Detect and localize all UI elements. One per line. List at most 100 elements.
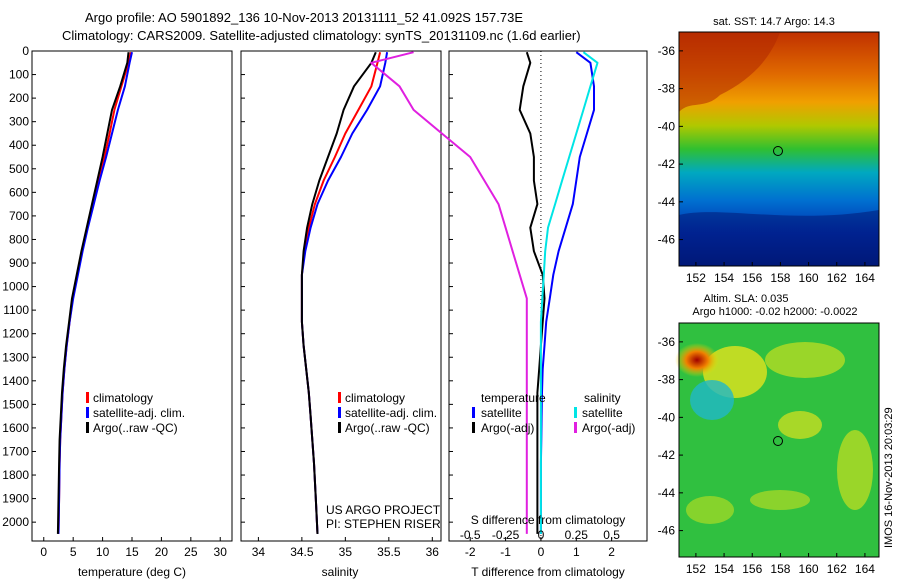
map-x-tick-label: 164 xyxy=(855,271,875,285)
legend-swatch-t-satellite xyxy=(472,407,475,418)
credit-pi: PI: STEPHEN RISER xyxy=(326,517,441,531)
salinity-legend: climatology satellite-adj. clim. Argo(..… xyxy=(338,391,437,435)
figure-title-line1: Argo profile: AO 5901892_136 10-Nov-2013… xyxy=(85,10,523,25)
depth-tick-label: 1400 xyxy=(2,374,29,388)
map-y-tick-label: -38 xyxy=(658,82,676,96)
difference-plot: -2 -1 0 1 2 -0.5 -0.25 0 0.25 0.5 xyxy=(370,51,620,559)
x-tick-label: 34 xyxy=(252,545,266,559)
salinity-panel-frame xyxy=(240,50,442,542)
depth-tick-label: 300 xyxy=(9,115,29,129)
map-x-tick-label: 152 xyxy=(686,562,706,576)
x-tick-label: 20 xyxy=(155,545,169,559)
map-x-tick-label: 152 xyxy=(686,271,706,285)
x-tick-label: 5 xyxy=(70,545,77,559)
legend-label-s-argo: Argo(-adj) xyxy=(582,421,635,435)
legend-header-temperature: temperature xyxy=(481,391,546,405)
map-y-tick-label: -46 xyxy=(658,524,676,538)
sla-map-title-line1: Altim. SLA: 0.035 xyxy=(704,293,789,305)
legend-label-satellite: satellite-adj. clim. xyxy=(93,406,185,420)
series-line-1 xyxy=(539,51,595,534)
legend-swatch-s-argo xyxy=(574,422,577,433)
credit-project: US ARGO PROJECT xyxy=(326,503,441,517)
s-diff-tick-label: 0.25 xyxy=(565,528,589,542)
temperature-plot: 0 5 10 15 20 25 30 xyxy=(40,51,228,559)
legend-swatch-t-argo xyxy=(472,422,475,433)
difference-panel-frame xyxy=(448,50,648,542)
map-y-tick-label: -44 xyxy=(658,195,676,209)
x-tick-label: 1 xyxy=(573,545,580,559)
map-x-tick-label: 162 xyxy=(827,271,847,285)
sla-map-frame xyxy=(678,322,880,558)
difference-legend: temperature salinity satellite Argo(-adj… xyxy=(472,391,635,435)
sst-map-title: sat. SST: 14.7 Argo: 14.3 xyxy=(713,16,835,28)
x-tick-label: 25 xyxy=(184,545,198,559)
x-tick-label: -2 xyxy=(465,545,476,559)
map-y-tick-label: -40 xyxy=(658,410,676,424)
legend-swatch-satellite xyxy=(86,407,89,418)
x-tick-label: -1 xyxy=(500,545,511,559)
map-x-tick-label: 158 xyxy=(770,271,790,285)
imos-credit: IMOS 16-Nov-2013 20:03:29 xyxy=(883,407,895,548)
series-line-1 xyxy=(57,51,132,534)
x-tick-label: 30 xyxy=(214,545,228,559)
x-tick-label: 36 xyxy=(426,545,440,559)
legend-swatch-satellite xyxy=(338,407,341,418)
s-diff-tick-label: -0.5 xyxy=(460,528,481,542)
depth-tick-label: 100 xyxy=(9,68,29,82)
sla-warm-eddy xyxy=(675,343,719,377)
legend-label-s-satellite: satellite xyxy=(582,406,623,420)
sst-warm-patch xyxy=(679,32,780,112)
x-tick-label: 35.5 xyxy=(377,545,401,559)
depth-tick-label: 800 xyxy=(9,232,29,246)
temperature-axis-label: temperature (deg C) xyxy=(78,565,186,579)
sla-yellow-blob xyxy=(837,430,873,510)
legend-label-satellite: satellite-adj. clim. xyxy=(345,406,437,420)
map-x-tick-label: 158 xyxy=(770,562,790,576)
x-tick-label: 34.5 xyxy=(290,545,314,559)
sst-map xyxy=(678,31,880,267)
depth-tick-label: 2000 xyxy=(2,515,29,529)
depth-tick-label: 1200 xyxy=(2,327,29,341)
legend-swatch-climatology xyxy=(338,392,341,403)
map-y-tick-label: -36 xyxy=(658,44,676,58)
map-y-tick-label: -38 xyxy=(658,373,676,387)
x-tick-label: 10 xyxy=(96,545,110,559)
sla-yellow-blob xyxy=(686,496,734,524)
depth-axis: 0 100 200 300 400 500 600 700 800 900 1000 1100 1200… xyxy=(2,44,453,529)
map-x-tick-label: 160 xyxy=(799,271,819,285)
sla-cyan-blob xyxy=(690,380,734,420)
legend-label-climatology: climatology xyxy=(345,391,405,405)
legend-label-t-argo: Argo(-adj) xyxy=(481,421,534,435)
s-diff-tick-label: 0 xyxy=(538,528,545,542)
temperature-legend: climatology satellite-adj. clim. Argo(..… xyxy=(86,391,185,435)
depth-tick-label: 400 xyxy=(9,138,29,152)
depth-tick-label: 1700 xyxy=(2,444,29,458)
t-difference-axis-label: T difference from climatology xyxy=(471,565,625,579)
figure-title-line2: Climatology: CARS2009. Satellite-adjuste… xyxy=(62,28,581,43)
temperature-panel-frame xyxy=(31,50,233,542)
map-y-tick-label: -36 xyxy=(658,335,676,349)
sla-yellow-blob xyxy=(778,411,822,439)
depth-tick-label: 0 xyxy=(22,44,29,58)
map-y-tick-label: -40 xyxy=(658,119,676,133)
sst-map-ticks: 152 154 156 158 160 162 164 -36 -38 -40 -42 -44 -46 xyxy=(658,44,876,285)
x-tick-label: 2 xyxy=(608,545,615,559)
sst-map-frame xyxy=(678,31,880,267)
series-line-2 xyxy=(57,51,133,534)
legend-label-climatology: climatology xyxy=(93,391,153,405)
legend-label-t-satellite: satellite xyxy=(481,406,522,420)
map-y-tick-label: -42 xyxy=(658,448,676,462)
map-x-tick-label: 156 xyxy=(742,562,762,576)
sla-map xyxy=(675,322,880,558)
sla-yellow-blob xyxy=(765,342,845,378)
map-y-tick-label: -42 xyxy=(658,157,676,171)
map-x-tick-label: 160 xyxy=(799,562,819,576)
depth-tick-label: 200 xyxy=(9,91,29,105)
depth-tick-label: 1500 xyxy=(2,397,29,411)
s-diff-tick-label: -0.25 xyxy=(492,528,520,542)
x-tick-label: 35 xyxy=(339,545,353,559)
map-x-tick-label: 154 xyxy=(714,562,734,576)
sst-cold-patch xyxy=(679,210,879,266)
legend-swatch-argo xyxy=(86,422,89,433)
